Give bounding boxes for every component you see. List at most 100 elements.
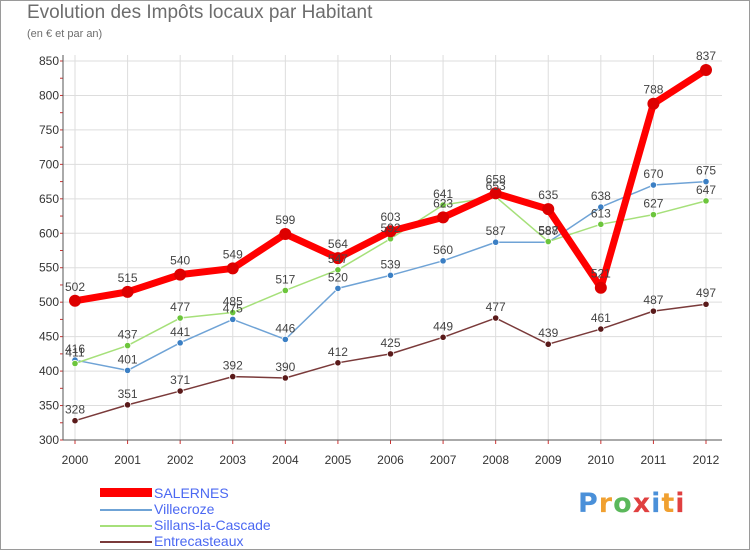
x-tick-label: 2009 [535,453,562,467]
data-label: 487 [643,293,663,307]
series-point [176,339,184,347]
data-label: 564 [328,237,348,251]
series-point [649,211,658,219]
data-label: 641 [433,187,453,201]
x-tick-label: 2011 [641,453,667,467]
data-label: 475 [223,301,243,315]
data-label: 502 [65,280,85,294]
logo-letter: i [651,488,662,519]
series-point [649,181,658,189]
series-point [594,281,607,294]
data-label: 653 [486,179,506,193]
x-tick-label: 2007 [430,453,457,467]
series-point [281,286,289,295]
x-tick-label: 2004 [272,453,299,467]
series-point [492,238,500,246]
data-label: 613 [591,206,611,220]
data-label: 461 [591,311,611,325]
data-label: 647 [696,183,716,197]
series-point [123,341,132,350]
series-point [384,225,397,238]
data-label: 477 [170,300,190,314]
series-point [226,262,239,275]
data-label: 675 [696,164,716,178]
series-point [544,340,552,348]
data-label: 540 [170,254,190,268]
data-label: 587 [486,224,506,238]
data-label: 437 [118,328,138,342]
series-point [229,315,237,324]
data-label: 520 [328,270,348,284]
data-label: 441 [170,325,190,339]
series-point [229,373,237,381]
data-label: 547 [328,252,348,266]
data-label: 515 [118,271,138,285]
series-point [386,350,395,358]
y-tick-label: 400 [39,364,59,378]
data-label: 588 [538,224,558,238]
data-label: 449 [433,319,453,333]
legend-swatch [100,525,152,527]
series-point [597,325,605,333]
data-label: 390 [275,360,295,374]
legend-label: Villecroze [154,501,215,517]
series-point [123,401,132,409]
data-label: 412 [328,345,348,359]
data-label: 587 [538,224,558,238]
data-label: 670 [643,167,663,181]
logo-letter: o [613,488,633,519]
data-label: 592 [380,221,400,235]
legend-swatch [100,509,152,511]
series-point [176,387,184,395]
y-tick-label: 850 [39,54,59,68]
y-tick-label: 350 [39,399,59,413]
data-label: 539 [380,257,400,271]
data-label: 788 [643,83,663,97]
data-label: 635 [538,188,558,202]
chart-title: Evolution des Impôts locaux par Habitant [27,2,373,23]
series-point [489,187,502,200]
y-tick-label: 700 [39,157,59,171]
series-point [123,366,132,375]
series-point [386,271,395,279]
data-label: 549 [223,247,243,261]
y-tick-label: 500 [39,295,59,309]
series-point [176,314,184,322]
data-label: 638 [591,189,611,203]
series-point [702,177,710,186]
series-point [439,333,447,341]
chart-subtitle: (en € et par an) [27,28,103,40]
series-point [121,285,134,298]
x-tick-label: 2003 [219,453,246,467]
series-point [649,307,658,315]
data-label: 401 [118,352,138,366]
series-point [69,294,81,307]
logo-letter: x [632,488,652,519]
data-label: 517 [275,272,295,286]
y-tick-label: 600 [39,226,59,240]
legend-swatch [100,488,152,497]
series-point [279,227,292,240]
legend-label: Entrecasteaux [154,533,244,549]
plot-area [63,55,722,440]
x-tick-label: 2010 [587,453,614,467]
y-tick-label: 450 [39,330,59,344]
series-point [597,220,605,228]
series-point [702,300,710,308]
series-point [334,284,342,292]
data-label: 497 [696,286,716,300]
series-point [597,203,605,211]
legend-label: Sillans-la-Cascade [154,517,271,533]
data-label: 837 [696,49,716,63]
data-label: 392 [223,359,243,373]
y-tick-label: 550 [39,261,59,275]
data-label: 351 [118,387,138,401]
series-point [71,359,79,368]
data-label: 560 [433,243,453,257]
logo-letter: r [598,488,614,519]
data-label: 485 [223,295,243,309]
series-point [281,374,289,382]
series-point [174,268,187,281]
series-point [702,197,710,205]
